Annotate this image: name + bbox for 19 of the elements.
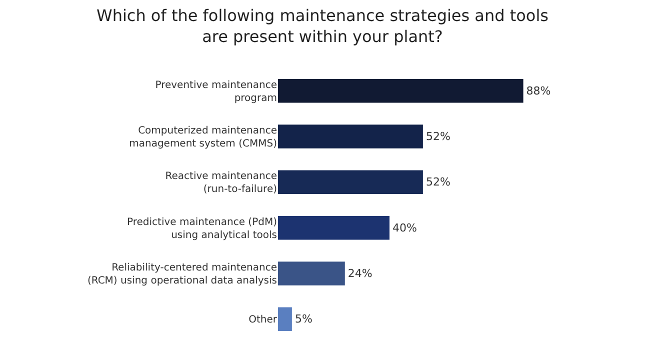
chart-title: Which of the following maintenance strategies and tools are present within your plant? [96, 6, 548, 46]
bar [278, 262, 345, 286]
data-label: 88% [526, 84, 551, 98]
y-tick-label: Other [248, 314, 278, 326]
y-tick-label: Reactive maintenance (run-to-failure) [165, 171, 278, 196]
y-tick-label: Preventive maintenance program [155, 80, 277, 104]
bar [278, 170, 423, 194]
data-label: 52% [426, 130, 450, 143]
data-label: 24% [348, 267, 372, 280]
bar [278, 124, 423, 148]
data-label: 5% [294, 312, 312, 326]
y-tick-label: Reliability-centered maintenance (RCM) using operational data analysis [87, 262, 277, 286]
y-tick-label: Predictive maintenance (PdM) using analytical tools [127, 216, 278, 241]
bar [278, 78, 524, 103]
bar [278, 307, 292, 332]
data-label: 52% [426, 176, 450, 189]
bar [278, 216, 390, 240]
data-label: 40% [392, 221, 417, 234]
y-tick-label: Computerized maintenance management system (CMMS) [129, 126, 278, 150]
